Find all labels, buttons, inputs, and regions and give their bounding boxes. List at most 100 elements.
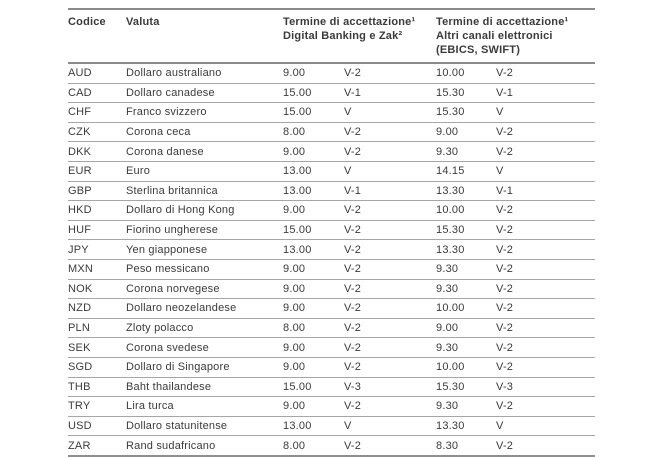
cell-digital-value: V-1 xyxy=(344,86,362,99)
cell-other-value: V-2 xyxy=(496,145,514,158)
cell-digital-value: V xyxy=(344,165,352,178)
cell-other-time: 15.30 xyxy=(436,224,465,237)
cell-currency: Corona norvegese xyxy=(126,282,220,295)
cell-currency: Dollaro di Hong Kong xyxy=(126,204,235,217)
cell-digital-time: 13.00 xyxy=(283,165,312,178)
cell-code: MXN xyxy=(68,263,94,276)
cell-digital-value: V-1 xyxy=(344,184,362,197)
cell-currency: Euro xyxy=(126,165,151,178)
cell-code: NZD xyxy=(68,302,92,315)
cell-digital-value: V-2 xyxy=(344,204,362,217)
header-other-line1: Termine di accettazione¹ xyxy=(436,16,569,28)
cell-code: ZAR xyxy=(68,439,91,452)
cell-currency: Dollaro australiano xyxy=(126,67,222,80)
cell-currency: Lira turca xyxy=(126,400,174,413)
cell-digital-value: V-2 xyxy=(344,322,362,335)
cell-digital-time: 9.00 xyxy=(283,400,306,413)
cell-currency: Baht thailandese xyxy=(126,380,212,393)
cell-digital-value: V-2 xyxy=(344,67,362,80)
cell-other-time: 15.30 xyxy=(436,106,465,119)
cell-digital-time: 9.00 xyxy=(283,204,306,217)
cell-digital-value: V xyxy=(344,106,352,119)
cell-digital-value: V-2 xyxy=(344,400,362,413)
table-row: SGD Dollaro di Singapore 9.00 V-2 10.00 V-2 xyxy=(68,357,596,377)
cell-other-value: V-2 xyxy=(496,126,514,139)
table-row: ZAR Rand sudafricano 8.00 V-2 8.30 V-2 xyxy=(68,435,596,456)
table-row: DKK Corona danese 9.00 V-2 9.30 V-2 xyxy=(68,141,596,162)
cell-currency: Corona svedese xyxy=(126,341,209,354)
cell-code: CAD xyxy=(68,86,92,99)
cell-digital-value: V-2 xyxy=(344,439,362,452)
table-body: AUD Dollaro australiano 9.00 V-2 10.00 V-2 CAD… xyxy=(68,63,596,456)
cell-other-value: V-2 xyxy=(496,224,514,237)
cell-code: DKK xyxy=(68,145,92,158)
cell-currency: Dollaro neozelandese xyxy=(126,302,237,315)
cell-other-time: 13.30 xyxy=(436,184,465,197)
cell-other-value: V-2 xyxy=(496,341,514,354)
cell-other-time: 9.30 xyxy=(436,341,459,354)
table-row: HKD Dollaro di Hong Kong 9.00 V-2 10.00 V-2 xyxy=(68,200,596,221)
cell-other-value: V-2 xyxy=(496,361,514,374)
cell-other-value: V-3 xyxy=(496,380,514,393)
cell-other-time: 10.00 xyxy=(436,204,465,217)
cell-code: TRY xyxy=(68,400,91,413)
cell-digital-time: 15.00 xyxy=(283,224,312,237)
cell-code: JPY xyxy=(68,243,89,256)
cell-other-time: 9.30 xyxy=(436,145,459,158)
cell-other-value: V-1 xyxy=(496,184,514,197)
cell-code: EUR xyxy=(68,165,92,178)
cell-other-time: 9.30 xyxy=(436,282,459,295)
cell-code: SEK xyxy=(68,341,91,354)
cell-other-time: 14.15 xyxy=(436,165,465,178)
cell-digital-value: V xyxy=(344,419,352,432)
cell-other-value: V-2 xyxy=(496,282,514,295)
table-row: PLN Zloty polacco 8.00 V-2 9.00 V-2 xyxy=(68,318,596,338)
cell-currency: Corona danese xyxy=(126,145,204,158)
cell-currency: Dollaro canadese xyxy=(126,86,215,99)
cell-code: HUF xyxy=(68,224,92,237)
header-digital-banking: Termine di accettazione¹ Digital Banking… xyxy=(283,9,437,64)
cell-code: THB xyxy=(68,380,91,393)
table-row: MXN Peso messicano 9.00 V-2 9.30 V-2 xyxy=(68,259,596,279)
table-row: GBP Sterlina britannica 13.00 V-1 13.30 V-1 xyxy=(68,181,596,201)
cell-other-time: 9.30 xyxy=(436,263,459,276)
cell-currency: Peso messicano xyxy=(126,263,210,276)
cell-digital-time: 8.00 xyxy=(283,322,306,335)
table-row: CZK Corona ceca 8.00 V-2 9.00 V-2 xyxy=(68,122,596,142)
cell-currency: Fiorino ungherese xyxy=(126,224,219,237)
cell-other-value: V-2 xyxy=(496,400,514,413)
cell-other-time: 9.30 xyxy=(436,400,459,413)
cell-other-value: V-2 xyxy=(496,263,514,276)
cell-other-time: 10.00 xyxy=(436,67,465,80)
table-row: CAD Dollaro canadese 15.00 V-1 15.30 V-1 xyxy=(68,83,596,103)
cell-digital-time: 9.00 xyxy=(283,341,306,354)
cell-currency: Zloty polacco xyxy=(126,322,194,335)
header-valuta: Valuta xyxy=(126,9,283,64)
cell-other-value: V xyxy=(496,106,504,119)
cell-digital-value: V-2 xyxy=(344,145,362,158)
acceptance-deadlines-table: Codice Valuta Termine di accettazione¹ D… xyxy=(68,8,596,457)
header-digital-line1: Termine di accettazione¹ xyxy=(283,16,416,28)
header-row: Codice Valuta Termine di accettazione¹ D… xyxy=(68,9,596,64)
cell-other-value: V-2 xyxy=(496,302,514,315)
cell-other-value: V-2 xyxy=(496,204,514,217)
table-row: HUF Fiorino ungherese 15.00 V-2 15.30 V-2 xyxy=(68,220,596,240)
cell-other-time: 15.30 xyxy=(436,380,465,393)
table-row: THB Baht thailandese 15.00 V-3 15.30 V-3 xyxy=(68,377,596,397)
table-row: NOK Corona norvegese 9.00 V-2 9.30 V-2 xyxy=(68,279,596,299)
table-row: EUR Euro 13.00 V 14.15 V xyxy=(68,161,596,181)
table-header: Codice Valuta Termine di accettazione¹ D… xyxy=(68,9,596,64)
cell-digital-time: 9.00 xyxy=(283,282,306,295)
header-other-line2: Altri canali elettronici xyxy=(436,30,553,42)
cell-digital-value: V-2 xyxy=(344,302,362,315)
cell-other-time: 15.30 xyxy=(436,86,465,99)
cell-digital-time: 15.00 xyxy=(283,86,312,99)
cell-other-time: 9.00 xyxy=(436,126,459,139)
cell-other-time: 9.00 xyxy=(436,322,459,335)
cell-other-value: V xyxy=(496,419,504,432)
cell-code: CZK xyxy=(68,126,91,139)
cell-digital-value: V-2 xyxy=(344,243,362,256)
cell-digital-time: 15.00 xyxy=(283,380,312,393)
cell-other-value: V xyxy=(496,165,504,178)
